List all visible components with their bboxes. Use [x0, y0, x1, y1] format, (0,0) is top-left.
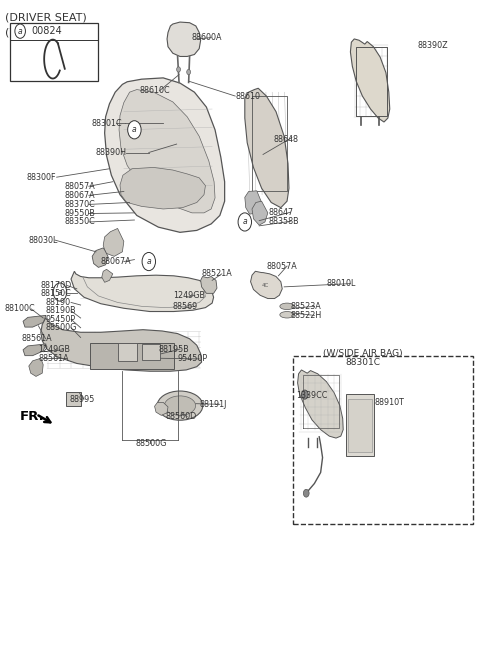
Text: 88100C: 88100C: [5, 304, 36, 313]
Bar: [142, 344, 160, 360]
Polygon shape: [29, 358, 43, 376]
Ellipse shape: [157, 391, 203, 421]
Text: a: a: [132, 125, 137, 134]
Polygon shape: [23, 344, 46, 356]
Text: 95450P: 95450P: [178, 354, 208, 363]
Circle shape: [128, 121, 141, 139]
Text: 88561A: 88561A: [38, 354, 69, 363]
Circle shape: [303, 489, 309, 497]
Text: 88610C: 88610C: [139, 86, 170, 95]
Text: 88358B: 88358B: [269, 217, 300, 226]
Text: 88648: 88648: [274, 135, 299, 144]
Text: 88569: 88569: [173, 302, 198, 311]
Text: 88057A: 88057A: [266, 262, 297, 271]
Polygon shape: [350, 39, 390, 122]
Polygon shape: [41, 318, 202, 371]
Circle shape: [238, 213, 252, 231]
Text: 88560D: 88560D: [166, 412, 197, 421]
Text: 88995: 88995: [70, 395, 95, 404]
Circle shape: [15, 24, 25, 38]
Text: 88030L: 88030L: [29, 236, 58, 245]
Text: 00824: 00824: [31, 26, 62, 36]
Polygon shape: [105, 78, 225, 232]
Text: a: a: [18, 27, 23, 36]
Bar: [90, 343, 174, 369]
Circle shape: [187, 69, 191, 75]
Polygon shape: [201, 276, 217, 293]
Bar: [66, 392, 81, 406]
Circle shape: [53, 283, 67, 301]
Polygon shape: [251, 271, 282, 299]
Circle shape: [177, 67, 180, 72]
Text: 88191J: 88191J: [199, 400, 227, 409]
Polygon shape: [245, 191, 262, 214]
Text: 88010L: 88010L: [326, 279, 356, 288]
Polygon shape: [92, 248, 108, 267]
Polygon shape: [155, 402, 168, 415]
Text: (DRIVER SEAT): (DRIVER SEAT): [5, 13, 86, 23]
Text: 88910T: 88910T: [374, 398, 404, 407]
Ellipse shape: [280, 312, 294, 318]
Text: 89550B: 89550B: [65, 209, 96, 218]
Bar: [10, 23, 98, 81]
Text: 1249GB: 1249GB: [173, 291, 205, 300]
Text: 88521A: 88521A: [202, 269, 232, 278]
Text: 88610: 88610: [235, 92, 260, 101]
Text: (W/POWER): (W/POWER): [5, 27, 70, 37]
Text: 88561A: 88561A: [22, 334, 52, 343]
Text: 88647: 88647: [269, 208, 294, 217]
Text: 88067A: 88067A: [101, 257, 132, 266]
Text: 88500G: 88500G: [135, 439, 167, 448]
Text: 88057A: 88057A: [65, 182, 96, 191]
Bar: [293, 356, 473, 524]
Circle shape: [301, 390, 308, 399]
Text: 88301C: 88301C: [91, 119, 122, 128]
Circle shape: [142, 252, 156, 271]
Text: a: a: [146, 257, 151, 266]
Text: FR.: FR.: [20, 410, 45, 423]
Text: 95450P: 95450P: [46, 315, 76, 324]
Bar: [348, 399, 372, 452]
Text: a: a: [242, 217, 247, 227]
Text: 88301C: 88301C: [345, 358, 380, 367]
Polygon shape: [298, 370, 343, 438]
Text: 88522H: 88522H: [290, 311, 322, 320]
Polygon shape: [71, 271, 214, 312]
Text: 88600A: 88600A: [192, 33, 223, 42]
Polygon shape: [23, 315, 46, 327]
Bar: [346, 394, 374, 456]
Ellipse shape: [164, 396, 196, 415]
Ellipse shape: [280, 303, 294, 310]
Polygon shape: [245, 88, 289, 208]
Text: 88195B: 88195B: [158, 345, 189, 354]
Polygon shape: [102, 269, 113, 282]
Text: 88170D: 88170D: [41, 281, 72, 290]
Text: 4C: 4C: [262, 283, 269, 288]
Text: 88190B: 88190B: [46, 306, 76, 315]
Text: 88390Z: 88390Z: [418, 41, 448, 50]
Text: 88500G: 88500G: [46, 323, 77, 332]
Text: 88067A: 88067A: [65, 191, 96, 200]
Polygon shape: [103, 228, 124, 256]
Polygon shape: [167, 22, 201, 56]
Text: 1339CC: 1339CC: [296, 391, 327, 400]
Text: 88523A: 88523A: [290, 302, 321, 311]
Polygon shape: [119, 90, 215, 213]
Text: 88390H: 88390H: [96, 148, 127, 157]
Polygon shape: [120, 167, 205, 209]
Text: 1249GB: 1249GB: [38, 345, 71, 354]
Bar: [118, 343, 137, 361]
Polygon shape: [252, 201, 268, 225]
Text: 88190: 88190: [46, 298, 71, 307]
Text: (W/SIDE AIR BAG): (W/SIDE AIR BAG): [323, 349, 402, 358]
Text: 88350C: 88350C: [65, 217, 96, 227]
Text: a: a: [58, 288, 62, 297]
Text: 88300F: 88300F: [26, 173, 56, 182]
Text: 88150C: 88150C: [41, 289, 72, 298]
Text: 88370C: 88370C: [65, 200, 96, 209]
